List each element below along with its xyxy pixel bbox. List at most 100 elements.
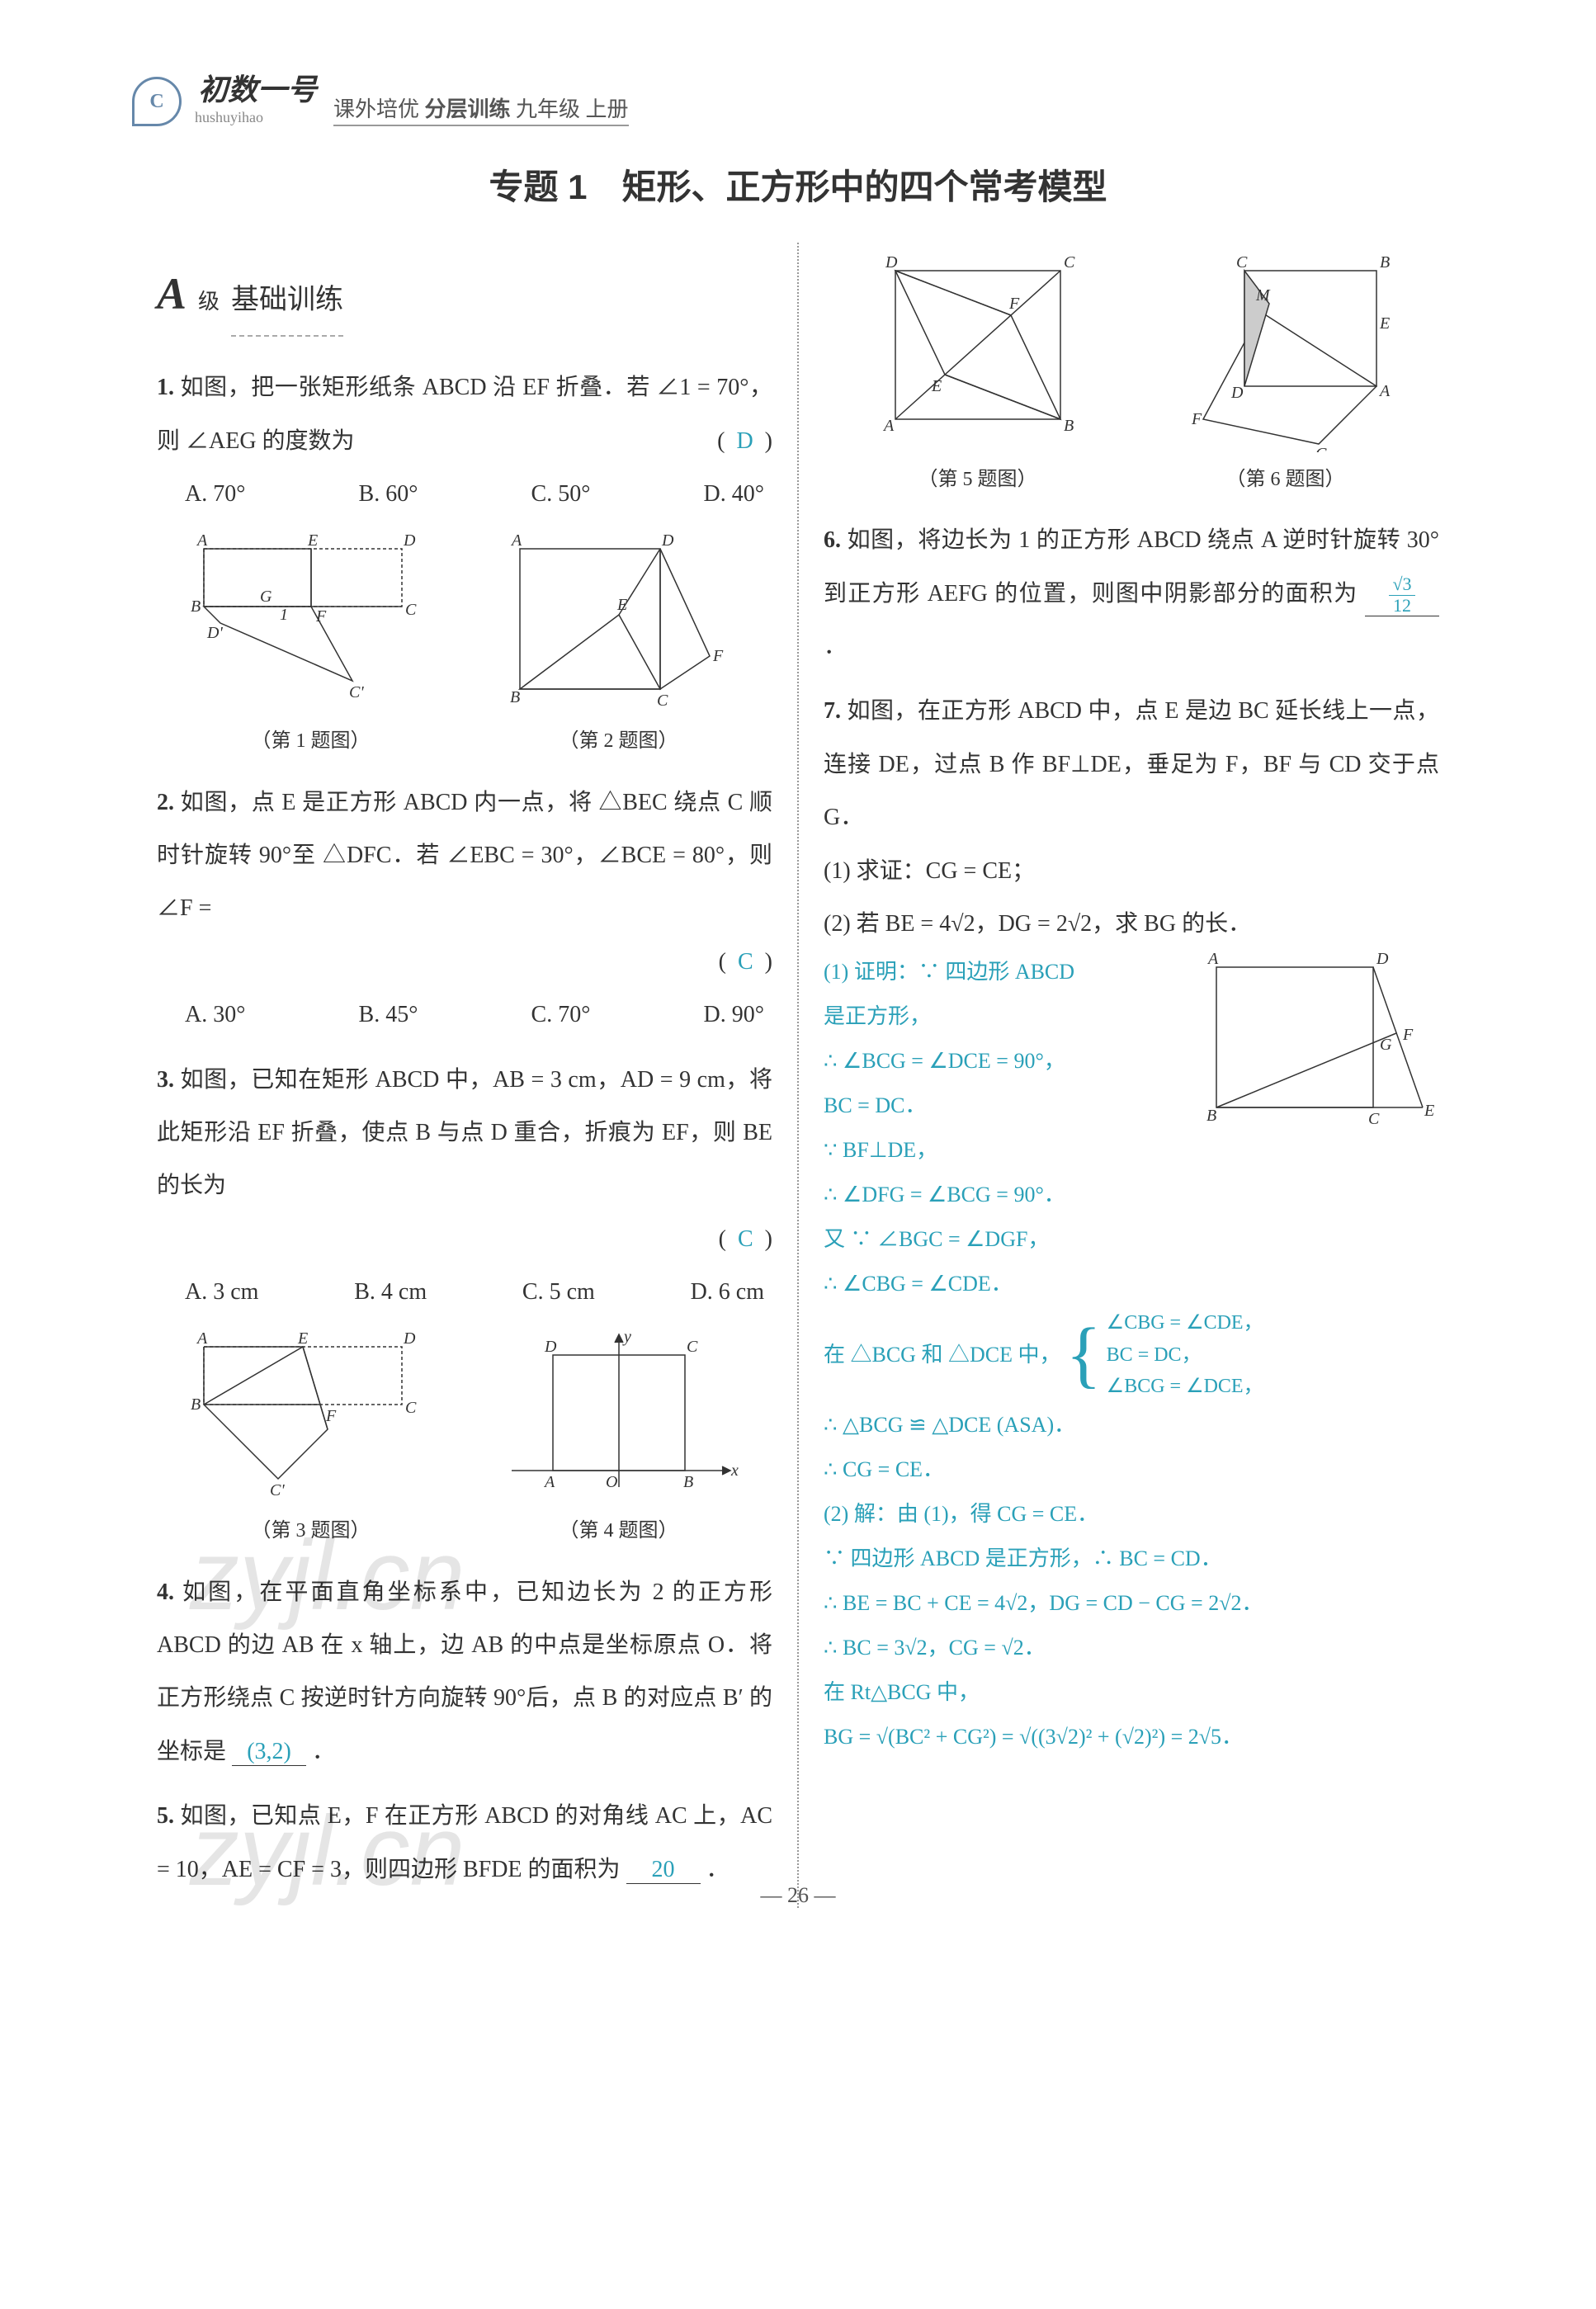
q5-answer: 20	[626, 1856, 701, 1885]
svg-text:D: D	[661, 532, 674, 550]
svg-text:E: E	[307, 532, 318, 550]
svg-text:C: C	[1064, 254, 1075, 272]
svg-text:D': D'	[206, 624, 223, 642]
sol-l7: 又 ∵ ∠BGC = ∠DGF，	[824, 1218, 1439, 1261]
fig5-svg: DC FE AB	[871, 254, 1085, 452]
q6-frac-num: √3	[1389, 574, 1414, 595]
q3-opt-b: B. 4 cm	[354, 1266, 427, 1319]
svg-text:C': C'	[349, 683, 364, 701]
fig1-svg: AED BG1 FC D'C'	[187, 532, 435, 714]
brace-3: ∠BCG = ∠DCE，	[1107, 1371, 1263, 1402]
q3-options: A. 3 cm B. 4 cm C. 5 cm D. 6 cm	[157, 1266, 772, 1319]
fig7-svg: AD GF BCE	[1200, 951, 1439, 1140]
q2-opt-c: C. 70°	[531, 989, 591, 1041]
svg-text:C: C	[657, 692, 668, 710]
svg-text:O: O	[606, 1473, 617, 1491]
columns: A 级 基础训练 1. 如图，把一张矩形纸条 ABCD 沿 EF 折叠．若 ∠1…	[132, 243, 1464, 1908]
q3-opt-c: C. 5 cm	[522, 1266, 595, 1319]
question-3: 3. 如图，已知在矩形 ABCD 中，AB = 3 cm，AD = 9 cm，将…	[157, 1054, 772, 1320]
figure-3: AED BFC C' （第 3 题图）	[187, 1330, 435, 1554]
level-label: 基础训练	[231, 267, 343, 337]
svg-text:F: F	[712, 647, 724, 665]
figure-5: DC FE AB （第 5 题图）	[871, 254, 1085, 503]
page-number: — 26 —	[0, 1883, 1596, 1908]
page-header: C 初数一号 hushuyihao 课外培优 分层训练 九年级 上册	[132, 66, 1464, 126]
fig5-caption: （第 5 题图）	[871, 457, 1085, 503]
q3-opt-a: A. 3 cm	[185, 1266, 258, 1319]
fig3-svg: AED BFC C'	[187, 1330, 435, 1504]
svg-text:C: C	[1236, 254, 1248, 272]
q5-num: 5.	[157, 1803, 174, 1829]
fig3-caption: （第 3 题图）	[187, 1509, 435, 1554]
svg-text:C: C	[405, 1399, 417, 1417]
question-2: 2. 如图，点 E 是正方形 ABCD 内一点，将 △BEC 绕点 C 顺时针旋…	[157, 777, 772, 1042]
fig4-caption: （第 4 题图）	[495, 1509, 743, 1554]
sol-brace-block: 在 △BCG 和 △DCE 中， { ∠CBG = ∠CDE， BC = DC，…	[824, 1307, 1439, 1402]
question-6: 6. 如图，将边长为 1 的正方形 ABCD 绕点 A 逆时针旋转 30°到正方…	[824, 514, 1439, 673]
sol-l14: ∴ BE = BC + CE = 4√2，DG = CD − CG = 2√2．	[824, 1582, 1439, 1625]
q2-answer: C	[738, 949, 753, 975]
svg-text:D: D	[403, 1330, 416, 1348]
svg-text:B: B	[683, 1473, 693, 1491]
q6-period: ．	[824, 634, 847, 659]
sol-l8: ∴ ∠CBG = ∠CDE．	[824, 1263, 1439, 1306]
paren-r: )	[765, 1226, 772, 1252]
svg-text:x: x	[730, 1461, 739, 1480]
sol-l6: ∴ ∠DFG = ∠BCG = 90°．	[824, 1173, 1439, 1216]
figure-2: AD EF BC （第 2 题图）	[495, 532, 743, 764]
q6-text: 如图，将边长为 1 的正方形 ABCD 绕点 A 逆时针旋转 30°到正方形 A…	[824, 527, 1439, 606]
page: C 初数一号 hushuyihao 课外培优 分层训练 九年级 上册 专题 1 …	[0, 0, 1596, 1941]
svg-text:F: F	[315, 607, 327, 626]
q2-opt-a: A. 30°	[185, 989, 245, 1041]
q1-opt-b: B. 60°	[359, 468, 418, 521]
svg-text:C: C	[1368, 1110, 1380, 1128]
label-prefix: 课外培优	[333, 97, 419, 121]
q6-answer: √3 12	[1365, 574, 1439, 616]
sol-l15: ∴ BC = 3√2，CG = √2．	[824, 1627, 1439, 1669]
q6-frac-den: 12	[1390, 596, 1414, 616]
figure-4: DC AOB xy （第 4 题图）	[495, 1330, 743, 1554]
svg-text:A: A	[196, 532, 208, 550]
question-1: 1. 如图，把一张矩形纸条 ABCD 沿 EF 折叠．若 ∠1 = 70°，则 …	[157, 361, 772, 521]
q4-text: 如图，在平面直角坐标系中，已知边长为 2 的正方形 ABCD 的边 AB 在 x…	[157, 1579, 772, 1764]
svg-text:G: G	[260, 588, 272, 606]
paren-r: )	[765, 949, 772, 975]
svg-text:C: C	[405, 601, 417, 619]
paren-l: (	[719, 1226, 726, 1252]
svg-text:1: 1	[280, 606, 288, 624]
svg-text:A: A	[882, 417, 895, 435]
svg-text:A: A	[1206, 951, 1219, 968]
svg-text:y: y	[622, 1330, 631, 1346]
q2-text: 如图，点 E 是正方形 ABCD 内一点，将 △BEC 绕点 C 顺时针旋转 9…	[157, 790, 772, 922]
svg-text:D: D	[885, 254, 898, 272]
svg-text:G: G	[1315, 445, 1328, 452]
sol-l13: ∵ 四边形 ABCD 是正方形，∴ BC = CD．	[824, 1537, 1439, 1580]
q4-period: ．	[312, 1739, 335, 1764]
fig-row-3-4: AED BFC C' （第 3 题图）	[157, 1330, 772, 1554]
page-title: 专题 1 矩形、正方形中的四个常考模型	[132, 159, 1464, 210]
q6-num: 6.	[824, 527, 841, 553]
svg-text:E: E	[297, 1330, 308, 1348]
q4-answer: (3,2)	[232, 1738, 306, 1767]
brand-pinyin: hushuyihao	[195, 109, 317, 126]
q3-opt-d: D. 6 cm	[691, 1266, 764, 1319]
svg-text:E: E	[1424, 1102, 1434, 1120]
q3-answer: C	[738, 1226, 753, 1252]
q1-answer: D	[736, 428, 753, 454]
svg-text:C': C'	[270, 1481, 285, 1499]
sol-l11: ∴ CG = CE．	[824, 1448, 1439, 1491]
svg-text:B: B	[510, 688, 520, 706]
brace-1: ∠CBG = ∠CDE，	[1107, 1307, 1263, 1339]
q7-text: 如图，在正方形 ABCD 中，点 E 是边 BC 延长线上一点，连接 DE，过点…	[824, 698, 1439, 830]
label-grade: 九年级 上册	[516, 97, 629, 121]
sol-l16: 在 Rt△BCG 中，	[824, 1671, 1439, 1714]
svg-text:D: D	[403, 532, 416, 550]
q7-part1: (1) 求证：CG = CE；	[824, 845, 1439, 898]
right-column: DC FE AB （第 5 题图）	[799, 243, 1464, 1908]
q1-num: 1.	[157, 375, 174, 400]
svg-text:B: B	[1206, 1107, 1216, 1125]
sol-l17: BG = √(BC² + CG²) = √((3√2)² + (√2)²) = …	[824, 1716, 1439, 1759]
brand-block: 初数一号 hushuyihao	[198, 66, 317, 126]
q2-opt-b: B. 45°	[359, 989, 418, 1041]
header-label: 课外培优 分层训练 九年级 上册	[333, 92, 629, 126]
